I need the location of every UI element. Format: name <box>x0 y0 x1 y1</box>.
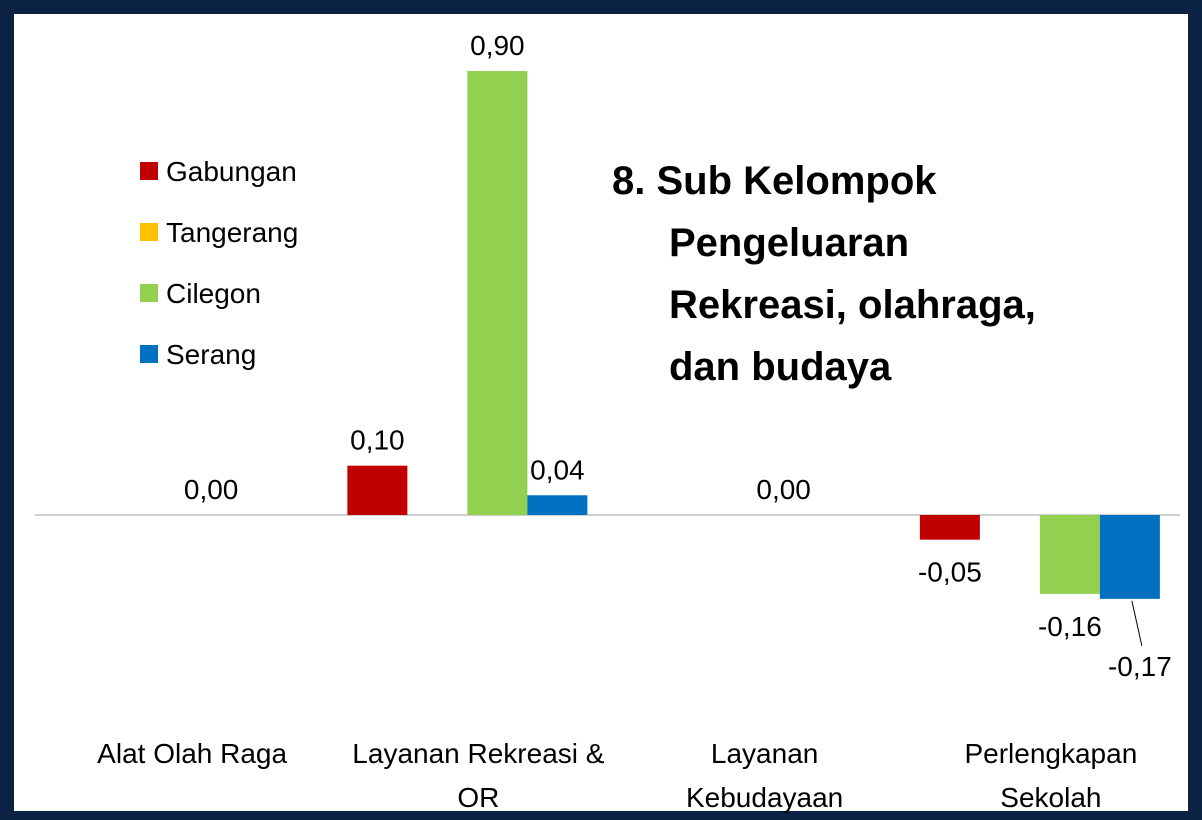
legend-label: Tangerang <box>166 217 298 248</box>
legend-label: Serang <box>166 339 256 370</box>
x-tick-label: Layanan Kebudayaan <box>685 738 844 813</box>
bar <box>347 465 408 515</box>
bar <box>919 515 980 540</box>
data-label: 0,04 <box>530 454 585 485</box>
x-tick-label: Alat Olah Raga <box>97 738 288 769</box>
data-label: 0,00 <box>184 474 239 505</box>
data-label: 0,00 <box>756 474 811 505</box>
legend-label: Cilegon <box>166 278 261 309</box>
data-label: 0,10 <box>350 425 405 456</box>
legend-swatch <box>140 345 158 363</box>
data-label: -0,16 <box>1038 611 1102 642</box>
chart-title: 8. Sub Kelompok Pengeluaran Rekreasi, ol… <box>612 159 1036 389</box>
bar <box>1099 515 1160 599</box>
x-tick-label: Layanan Rekreasi & OR <box>352 738 605 813</box>
bar <box>1039 515 1100 594</box>
data-label: -0,17 <box>1108 651 1172 682</box>
leader-line <box>1131 600 1143 647</box>
data-label: -0,05 <box>918 557 982 588</box>
legend-swatch <box>140 223 158 241</box>
x-tick-label: Perlengkapan Sekolah <box>964 738 1138 813</box>
bar <box>467 71 528 515</box>
legend-label: Gabungan <box>166 156 297 187</box>
data-label: 0,90 <box>470 30 525 61</box>
legend-swatch <box>140 162 158 180</box>
legend-swatch <box>140 284 158 302</box>
frame <box>14 14 1188 811</box>
bar <box>527 495 588 515</box>
